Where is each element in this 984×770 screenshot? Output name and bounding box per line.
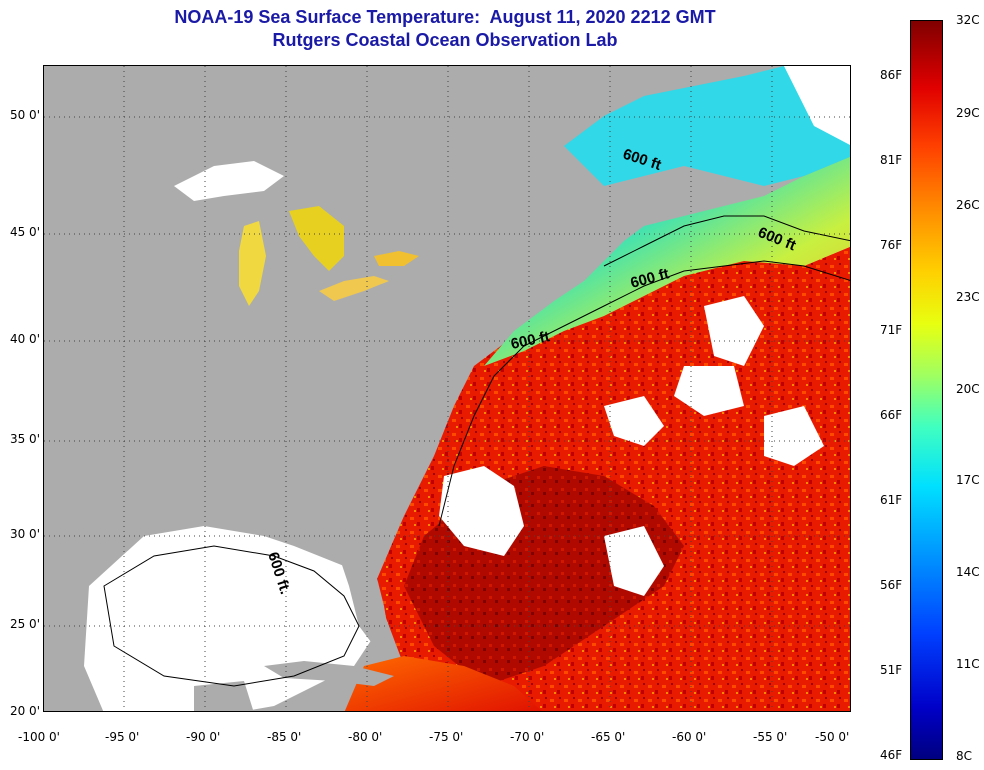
lake-ontario: [374, 251, 419, 266]
colorbar-fahrenheit-label: 76F: [880, 238, 903, 252]
cloud-patch: [674, 366, 744, 416]
longitude-label: -60 0': [672, 730, 707, 744]
lake-huron: [289, 206, 344, 271]
cloud-patch: [704, 296, 764, 366]
colorbar-celsius-label: 32C: [956, 13, 980, 27]
cloud-patch: [764, 406, 824, 466]
colorbar-celsius-label: 11C: [956, 657, 980, 671]
latitude-label: 25 0': [9, 617, 40, 631]
cuba-land: [264, 661, 394, 686]
yucatan-land: [194, 681, 254, 711]
longitude-label: -70 0': [510, 730, 545, 744]
cloud-patch: [784, 66, 850, 145]
cloud-patch: [604, 526, 664, 596]
colorbar-fahrenheit-label: 86F: [880, 68, 903, 82]
latitude-label: 40 0': [9, 332, 40, 346]
longitude-label: -75 0': [429, 730, 464, 744]
colorbar-celsius-label: 26C: [956, 198, 980, 212]
cloud-patch: [439, 466, 524, 556]
latitude-label: 30 0': [9, 527, 40, 541]
map-subtitle: Rutgers Coastal Ocean Observation Lab: [272, 30, 618, 50]
latitude-label: 35 0': [9, 432, 40, 446]
lake-michigan: [239, 221, 266, 306]
colorbar-fahrenheit-label: 81F: [880, 153, 903, 167]
colorbar-fahrenheit-label: 46F: [880, 748, 903, 762]
colorbar-fahrenheit-label: 61F: [880, 493, 903, 507]
sst-map: 600 ft 600 ft 600 ft 600 ft 600 ft.: [43, 65, 851, 712]
temperature-colorbar: [910, 20, 943, 760]
depth-contour: [603, 215, 850, 267]
sst-map-canvas: 600 ft 600 ft 600 ft 600 ft 600 ft.: [44, 66, 850, 711]
longitude-label: -80 0': [348, 730, 383, 744]
longitude-label: -65 0': [591, 730, 626, 744]
lake-superior: [174, 161, 284, 201]
longitude-label: -50 0': [815, 730, 850, 744]
caribbean-sst: [344, 656, 542, 711]
longitude-label: -100 0': [18, 730, 60, 744]
latitude-label: 45 0': [9, 225, 40, 239]
longitude-label: -85 0': [267, 730, 302, 744]
colorbar-celsius-label: 29C: [956, 106, 980, 120]
colorbar-celsius-label: 20C: [956, 382, 980, 396]
florida-land: [339, 526, 389, 646]
shelf-water: [484, 156, 850, 366]
cloud-patch: [604, 396, 664, 446]
latitude-label: 50 0': [9, 108, 40, 122]
colorbar-celsius-label: 23C: [956, 290, 980, 304]
colorbar-celsius-label: 17C: [956, 473, 980, 487]
longitude-label: -95 0': [105, 730, 140, 744]
colorbar-celsius-label: 8C: [956, 749, 973, 763]
map-title: NOAA-19 Sea Surface Temperature: August …: [174, 7, 716, 27]
colorbar-fahrenheit-label: 56F: [880, 578, 903, 592]
colorbar-fahrenheit-label: 71F: [880, 323, 903, 337]
depth-contour: [438, 260, 850, 527]
latitude-label: 20 0': [9, 704, 40, 718]
colorbar-celsius-label: 14C: [956, 565, 980, 579]
gulf-of-st-lawrence-water: [564, 66, 850, 186]
longitude-label: -90 0': [186, 730, 221, 744]
longitude-label: -55 0': [753, 730, 788, 744]
lake-erie: [319, 276, 389, 301]
colorbar-fahrenheit-label: 51F: [880, 663, 903, 677]
colorbar-fahrenheit-label: 66F: [880, 408, 903, 422]
